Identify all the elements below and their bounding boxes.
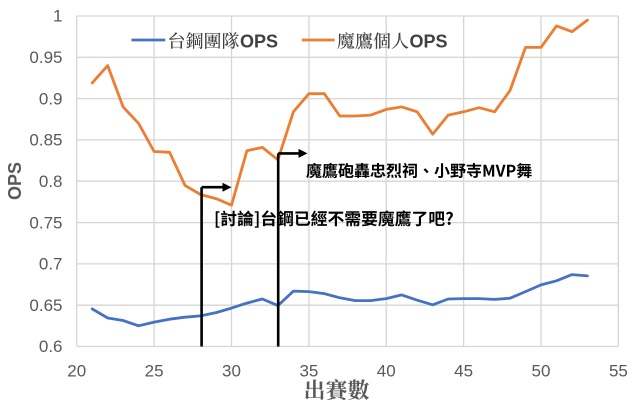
svg-text:0.8: 0.8	[39, 172, 63, 191]
svg-text:OPS: OPS	[240, 32, 278, 52]
svg-text:0.65: 0.65	[29, 296, 62, 315]
svg-text:0.6: 0.6	[39, 337, 63, 356]
svg-text:0.95: 0.95	[29, 48, 62, 67]
svg-text:50: 50	[532, 361, 551, 380]
svg-text:30: 30	[222, 361, 241, 380]
svg-text:20: 20	[67, 361, 86, 380]
svg-text:45: 45	[454, 361, 473, 380]
svg-text:0.7: 0.7	[39, 255, 63, 274]
svg-text:40: 40	[377, 361, 396, 380]
svg-text:55: 55	[609, 361, 628, 380]
svg-text:25: 25	[145, 361, 164, 380]
svg-text:35: 35	[299, 361, 318, 380]
svg-text:OPS: OPS	[410, 32, 448, 52]
svg-text:0.9: 0.9	[39, 89, 63, 108]
svg-text:1: 1	[53, 7, 62, 26]
svg-text:0.85: 0.85	[29, 131, 62, 150]
svg-text:OPS: OPS	[5, 162, 25, 200]
svg-text:0.75: 0.75	[29, 213, 62, 232]
